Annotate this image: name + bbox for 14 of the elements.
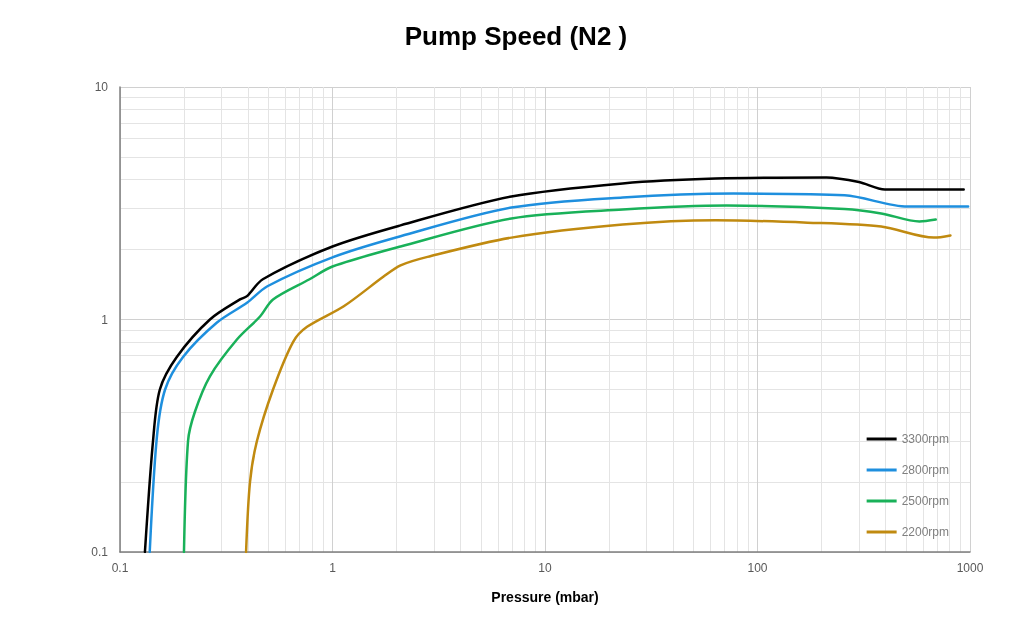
legend-label: 2800rpm: [901, 463, 950, 477]
x-tick-label: 1: [329, 561, 337, 575]
chart-title: Pump Speed (N2 ): [404, 21, 628, 51]
y-tick-label: 1: [101, 312, 109, 327]
legend-label: 2200rpm: [901, 525, 950, 539]
x-tick-label: 0.1: [111, 561, 129, 575]
y-tick-label: 0.1: [91, 545, 109, 559]
x-tick-label: 1000: [956, 561, 984, 575]
x-tick-label: 10: [538, 561, 552, 575]
legend-label: 2500rpm: [901, 494, 950, 508]
x-axis-title: Pressure (mbar): [491, 589, 599, 605]
legend-label: 3300rpm: [901, 432, 950, 446]
y-tick-label: 10: [94, 80, 109, 94]
x-tick-label: 100: [747, 561, 768, 575]
